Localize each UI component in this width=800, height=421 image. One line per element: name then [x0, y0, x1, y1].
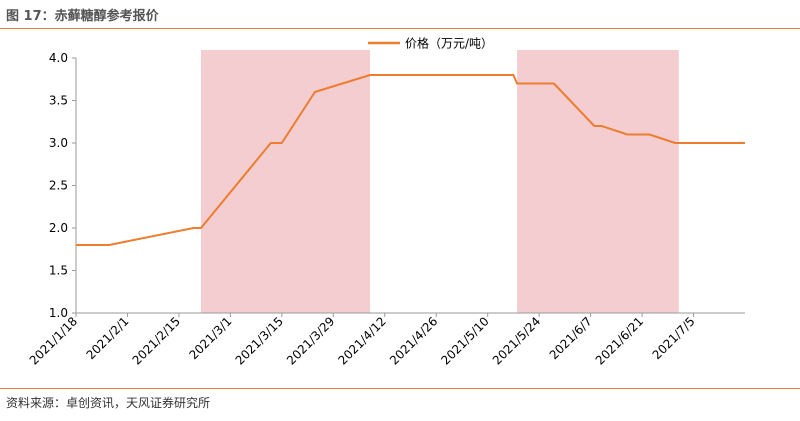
shaded-periods	[200, 50, 679, 313]
x-tick-label-2: 2021/2/15	[130, 314, 183, 367]
figure-title: 图 17：赤藓糖醇参考报价	[6, 9, 159, 24]
line-chart: 1.01.52.02.53.03.54.0 2021/1/18 2021/2/12…	[27, 36, 745, 368]
y-tick-label-1: 1.5	[49, 264, 68, 278]
x-tick-label-4: 2021/3/15	[233, 314, 286, 367]
x-tick-label-8: 2021/5/10	[438, 314, 491, 367]
shaded-period-1	[517, 50, 679, 313]
series-lines	[76, 74, 745, 246]
y-tick-label-2: 2.0	[49, 221, 68, 235]
legend: 价格（万元/吨）	[368, 36, 493, 51]
x-tick-label-9: 2021/5/24	[490, 314, 543, 367]
x-tick-label-5: 2021/3/29	[284, 314, 337, 367]
y-tick-label-4: 3.0	[49, 136, 68, 150]
x-tick-label-7: 2021/4/26	[387, 314, 440, 367]
x-tick-label-12: 2021/7/5	[650, 314, 698, 362]
x-tick-label-6: 2021/4/12	[335, 314, 388, 367]
y-tick-label-5: 3.5	[49, 94, 68, 108]
x-tick-label-0: 2021/1/18	[27, 314, 80, 367]
y-tick-label-6: 4.0	[49, 51, 68, 65]
series-line-0	[76, 74, 745, 246]
x-tick-label-3: 2021/3/1	[186, 314, 234, 362]
y-ticks: 1.0 1.5 2.0 2.5 3.0 3.5 4.0	[49, 51, 76, 320]
y-tick-label-0: 1.0	[49, 306, 68, 320]
bottom-rule	[0, 388, 800, 389]
x-tick-label-11: 2021/6/21	[593, 314, 646, 367]
x-tick-label-1: 2021/2/1	[84, 314, 132, 362]
shaded-period-0	[200, 50, 371, 313]
top-rule	[0, 28, 800, 29]
legend-label: 价格（万元/吨）	[405, 36, 493, 51]
x-tick-label-10: 2021/6/7	[547, 314, 595, 362]
source-note: 资料来源：卓创资讯，天风证券研究所	[6, 396, 211, 410]
y-tick-label-3: 2.5	[49, 179, 68, 193]
